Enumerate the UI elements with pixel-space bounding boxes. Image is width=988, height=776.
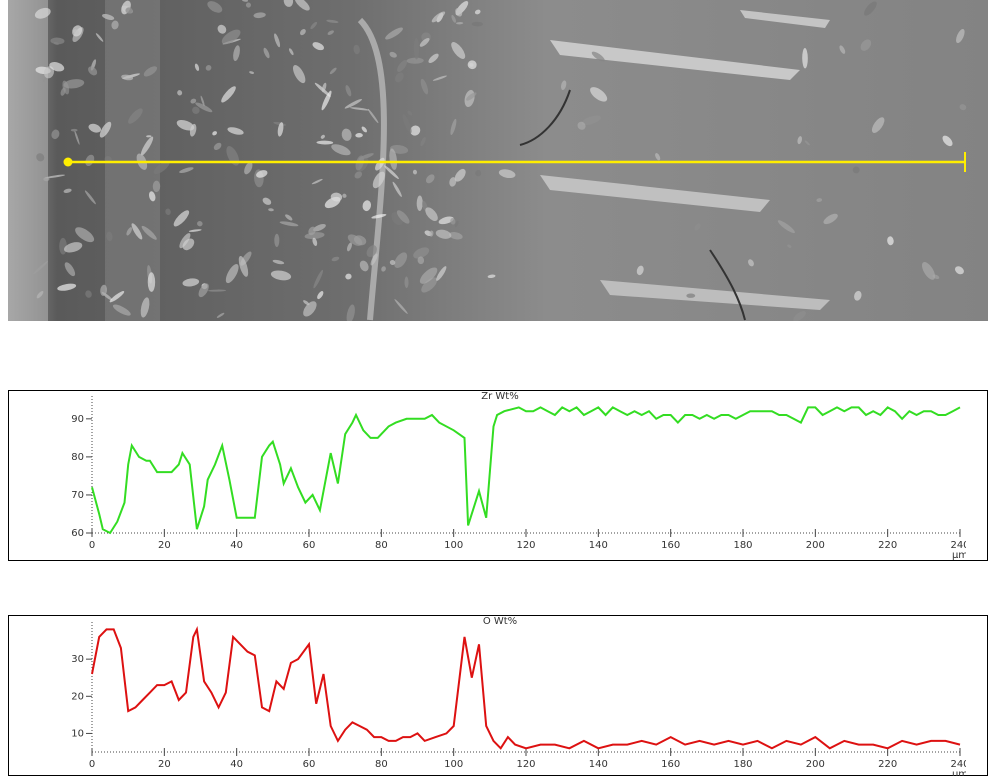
x-tick-label: 140 xyxy=(589,540,608,551)
x-tick-label: 160 xyxy=(661,759,680,770)
x-tick-label: 80 xyxy=(375,759,388,770)
x-tick-label: 100 xyxy=(444,759,463,770)
y-tick-label: 20 xyxy=(71,691,84,702)
x-tick-label: 0 xyxy=(89,540,95,551)
x-tick-label: 60 xyxy=(303,540,316,551)
x-tick-label: 40 xyxy=(230,759,243,770)
y-tick-label: 90 xyxy=(71,414,84,425)
page: Zr Wt%6070809002040608010012014016018020… xyxy=(0,0,988,776)
x-tick-label: 60 xyxy=(303,759,316,770)
x-tick-label: 160 xyxy=(661,540,680,551)
data-line xyxy=(92,407,960,533)
x-tick-label: 20 xyxy=(158,540,171,551)
x-tick-label: 180 xyxy=(733,759,752,770)
x-tick-label: 200 xyxy=(806,540,825,551)
x-tick-label: 220 xyxy=(878,540,897,551)
chart: O Wt% 10 20 30 0 20 40 60 80 100 120 140 160 180 200 22… xyxy=(71,616,969,776)
chart-title: Zr Wt% xyxy=(481,391,518,402)
y-tick-label: 60 xyxy=(71,528,84,539)
chart-frame xyxy=(9,391,988,561)
x-tick-label: 200 xyxy=(806,759,825,770)
y-tick-label: 70 xyxy=(71,490,84,501)
y-tick-label: 10 xyxy=(71,728,84,739)
chart: Zr Wt% 60 70 80 90 0 20 40 60 80 100 120 140 160 180 20… xyxy=(71,391,969,561)
x-tick-label: 0 xyxy=(89,759,95,770)
x-tick-label: 100 xyxy=(444,540,463,551)
x-tick-label: 140 xyxy=(589,759,608,770)
chart-title: O Wt% xyxy=(483,616,517,627)
x-axis-label: µm xyxy=(952,550,968,561)
y-tick-label: 80 xyxy=(71,452,84,463)
data-line xyxy=(92,629,960,748)
x-tick-label: 20 xyxy=(158,759,171,770)
x-tick-label: 80 xyxy=(375,540,388,551)
x-tick-label: 120 xyxy=(516,540,535,551)
x-tick-label: 40 xyxy=(230,540,243,551)
x-tick-label: 120 xyxy=(516,759,535,770)
x-tick-label: 180 xyxy=(733,540,752,551)
x-axis-label: µm xyxy=(952,769,968,776)
x-tick-label: 220 xyxy=(878,759,897,770)
y-tick-label: 30 xyxy=(71,654,84,665)
